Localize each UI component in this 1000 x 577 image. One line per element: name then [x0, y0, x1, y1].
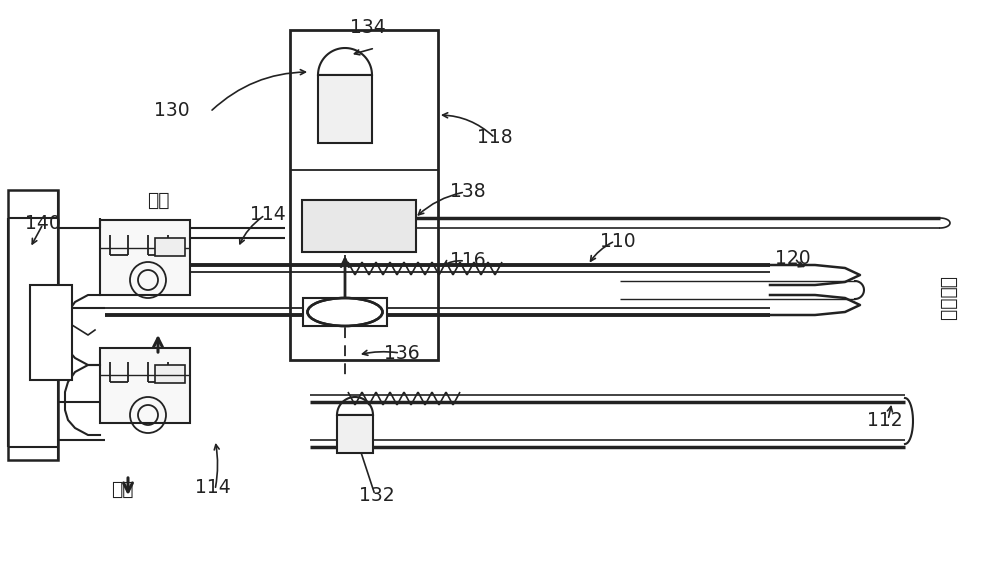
Text: 140: 140 — [25, 215, 61, 233]
Text: 排出: 排出 — [111, 480, 133, 499]
Text: 130: 130 — [154, 102, 190, 120]
Text: 132: 132 — [359, 486, 395, 504]
Bar — [155, 238, 185, 256]
Bar — [337, 415, 373, 453]
Text: 134: 134 — [350, 18, 386, 37]
Text: 114: 114 — [195, 478, 231, 497]
Text: 120: 120 — [775, 249, 811, 268]
Bar — [155, 365, 185, 383]
Text: 气体流入: 气体流入 — [938, 276, 958, 321]
Bar — [302, 200, 416, 252]
Bar — [100, 220, 190, 295]
Bar — [100, 348, 190, 423]
Text: 118: 118 — [477, 128, 513, 147]
Text: 116: 116 — [450, 252, 486, 270]
Text: 112: 112 — [867, 411, 903, 429]
Bar — [30, 285, 72, 380]
Bar — [8, 190, 58, 460]
Text: 138: 138 — [450, 182, 486, 201]
Bar — [290, 30, 438, 360]
Bar — [303, 298, 387, 326]
Text: 110: 110 — [600, 232, 636, 250]
Text: 114: 114 — [250, 205, 286, 224]
Bar — [318, 75, 372, 143]
Text: 136: 136 — [384, 344, 420, 362]
Text: 排出: 排出 — [147, 192, 169, 210]
